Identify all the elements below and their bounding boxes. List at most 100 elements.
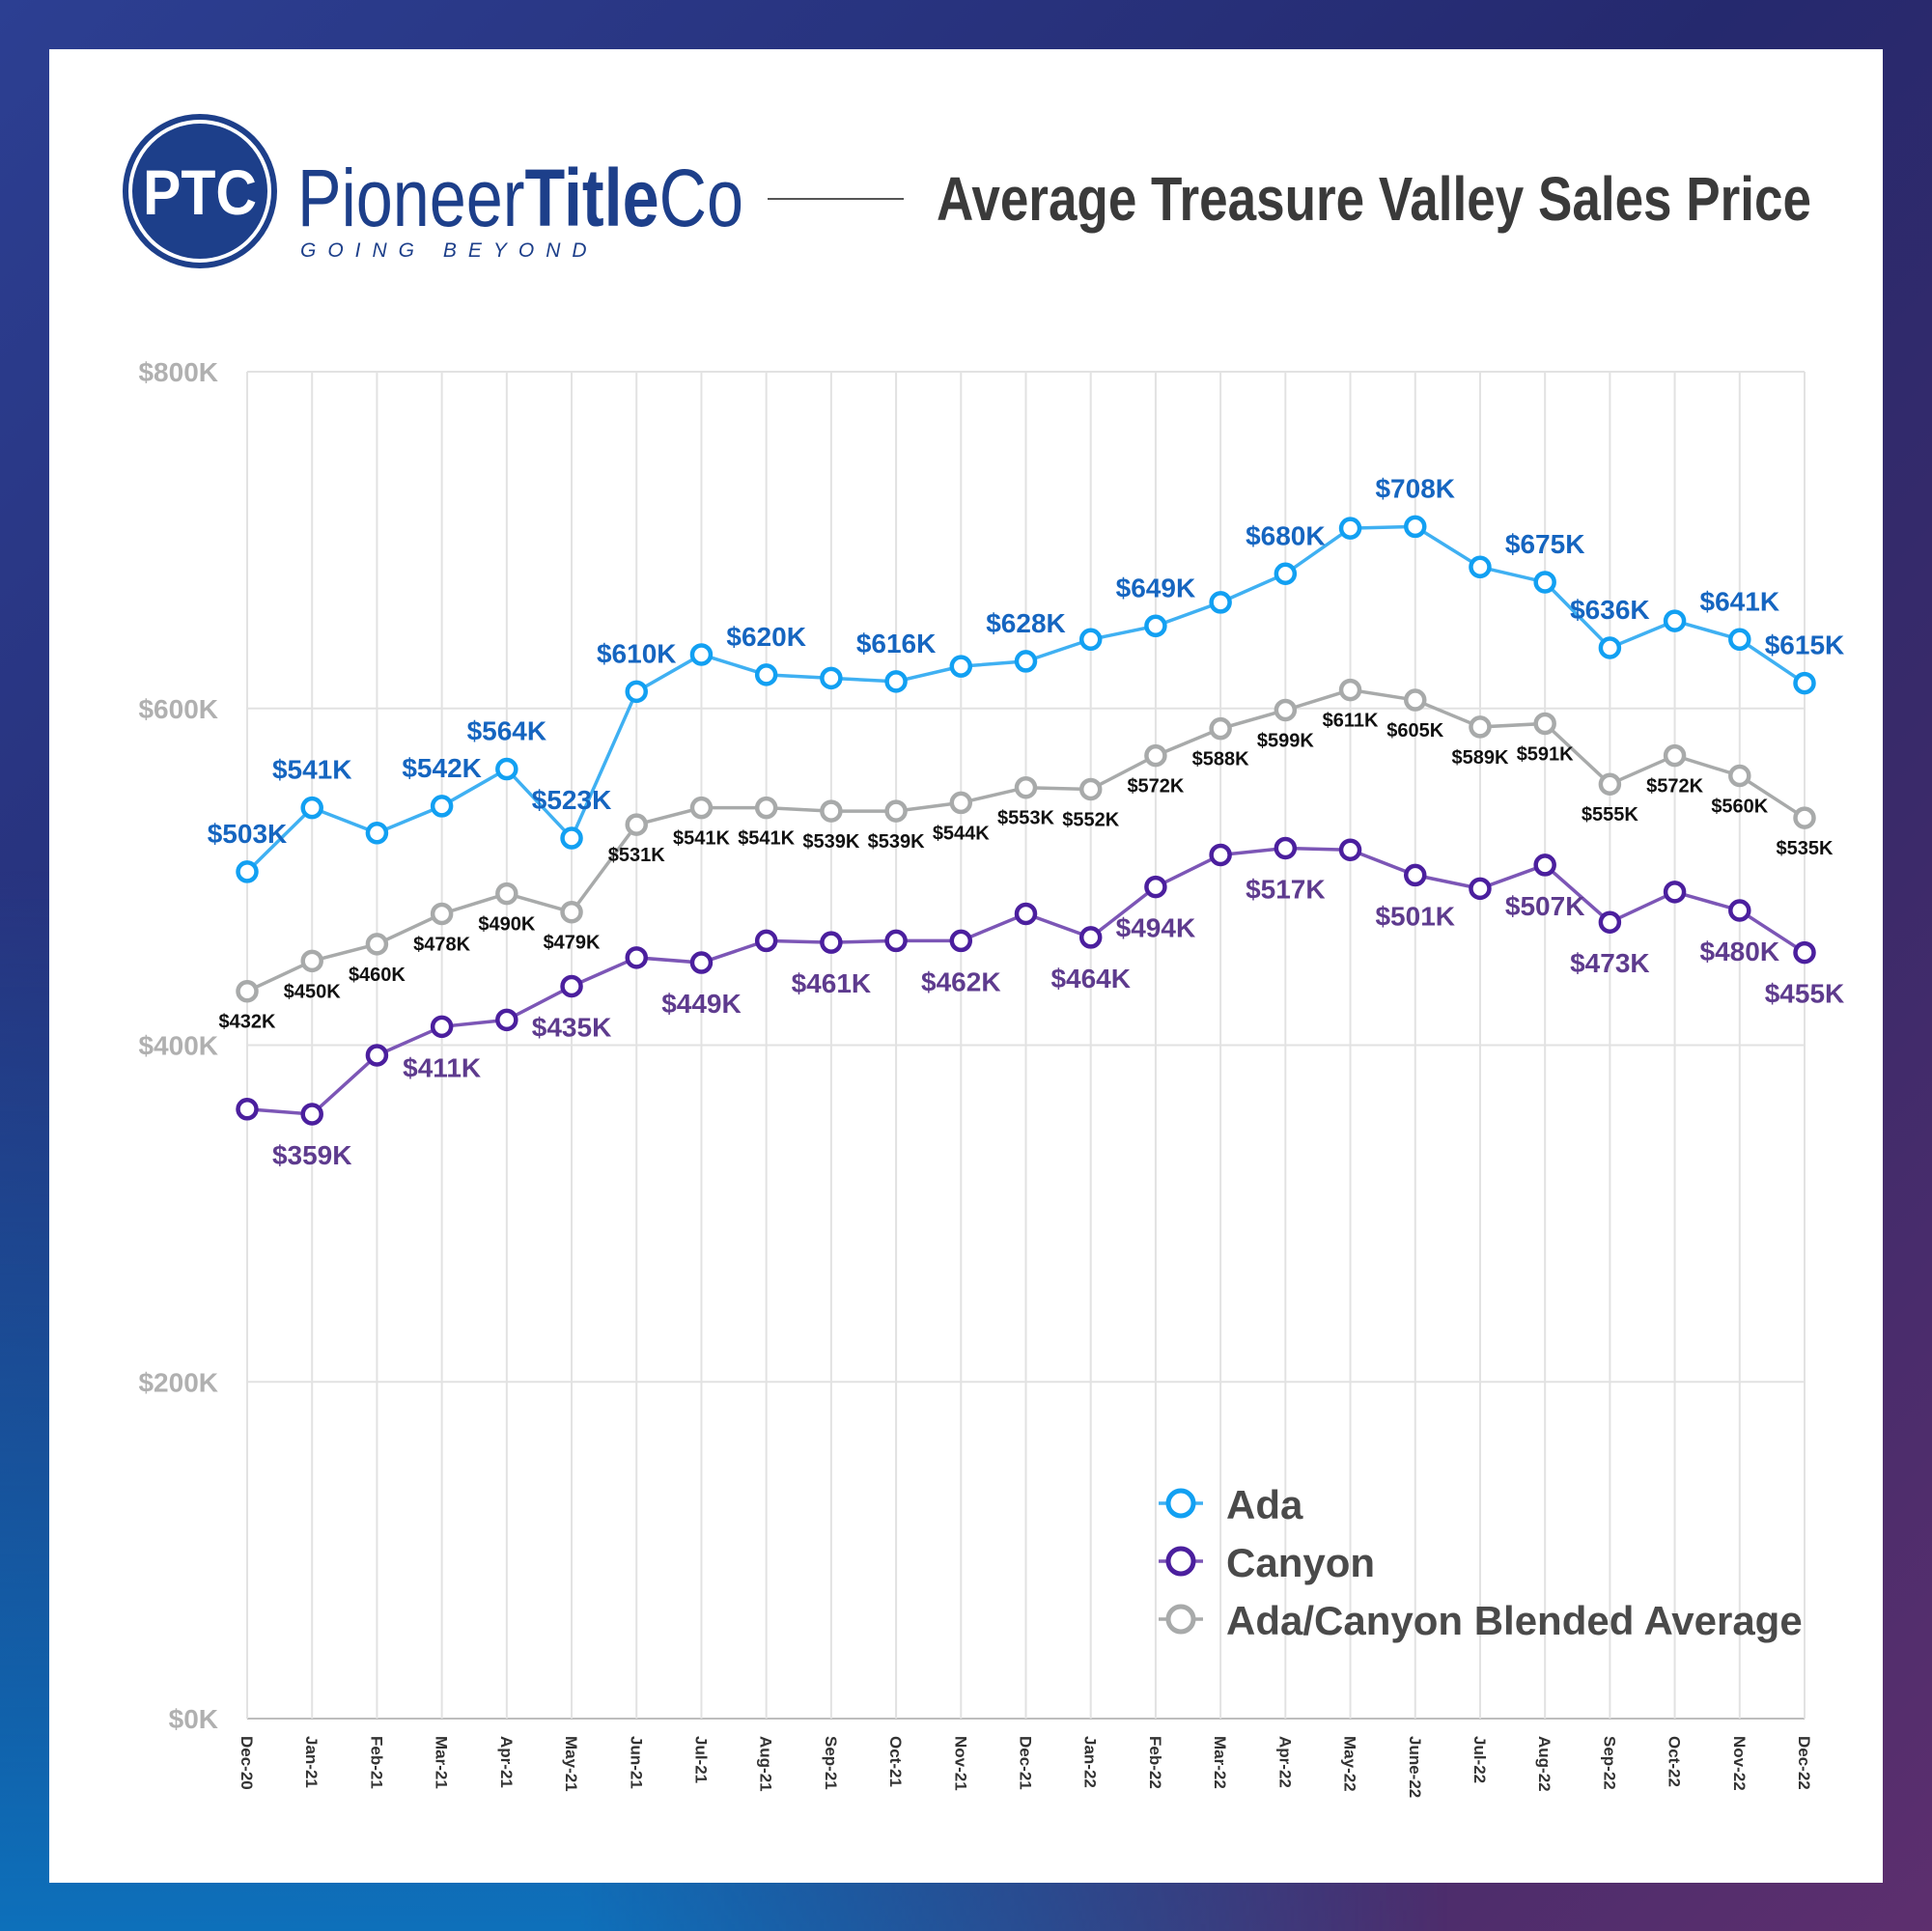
data-point: [365, 822, 389, 845]
legend-label: Ada/Canyon Blended Average: [1226, 1598, 1803, 1643]
x-tick-label: Sep-21: [822, 1736, 840, 1790]
data-point: [300, 949, 323, 973]
data-point: [495, 882, 518, 906]
brand-name-co: Co: [659, 153, 743, 243]
data-label: $560K: [1711, 797, 1768, 818]
data-label: $641K: [1700, 586, 1780, 616]
data-point: [365, 1044, 389, 1067]
x-tick-label: Feb-21: [367, 1736, 385, 1789]
data-point: [949, 929, 973, 953]
data-label: $359K: [272, 1140, 352, 1170]
data-point: [1598, 910, 1622, 934]
data-label: $541K: [673, 828, 730, 850]
data-point: [236, 860, 259, 883]
logo-ring: [128, 120, 271, 263]
data-point: [625, 813, 648, 836]
data-point: [1793, 806, 1816, 829]
data-point: [560, 900, 583, 924]
x-tick-label: May-21: [562, 1736, 580, 1792]
data-label: $461K: [792, 968, 872, 998]
logo-outer-circle: [123, 114, 277, 268]
chart-panel: [49, 49, 1883, 1883]
data-point: [625, 680, 648, 704]
data-point: [1274, 698, 1298, 722]
x-tick-label: Mar-22: [1211, 1736, 1229, 1789]
data-label: $541K: [738, 828, 795, 850]
x-tick-label: Jul-22: [1470, 1736, 1489, 1783]
data-point: [1469, 715, 1492, 739]
x-tick-label: Feb-22: [1146, 1736, 1164, 1789]
data-label: $480K: [1700, 937, 1780, 966]
data-label: $564K: [467, 716, 547, 746]
data-label: $675K: [1505, 529, 1585, 559]
data-point: [236, 1098, 259, 1121]
legend-label: Ada: [1226, 1482, 1303, 1527]
data-label: $435K: [532, 1012, 612, 1042]
data-point: [1078, 628, 1103, 652]
brand-tagline: GOING BEYOND: [300, 239, 599, 262]
y-tick-label: $600K: [138, 694, 218, 724]
data-point: [1274, 836, 1298, 860]
data-point: [689, 643, 714, 666]
brand-name: PioneerTitleCo: [297, 153, 743, 243]
legend-marker-icon: [1165, 1488, 1196, 1519]
data-label: $490K: [478, 914, 535, 936]
legend-item: Canyon: [1159, 1540, 1375, 1585]
data-point: [1663, 609, 1687, 632]
data-point: [1274, 562, 1298, 585]
data-point: [1598, 636, 1622, 659]
data-point: [884, 929, 908, 953]
x-tick-label: Jan-21: [302, 1736, 321, 1788]
x-tick-label: Dec-21: [1017, 1736, 1035, 1790]
data-label: $588K: [1192, 749, 1249, 770]
data-point: [754, 663, 778, 686]
data-point: [1404, 863, 1427, 887]
data-label: $411K: [403, 1052, 481, 1082]
data-label: $460K: [349, 965, 406, 986]
data-label: $449K: [661, 989, 742, 1019]
series-ada: $503K $541K $542K $564K $523K $610K $620K $616K…: [208, 473, 1844, 883]
data-point: [1014, 902, 1038, 926]
data-label: $591K: [1517, 743, 1574, 765]
data-point: [560, 974, 583, 998]
data-label: $636K: [1570, 595, 1650, 625]
data-point: [1078, 926, 1103, 949]
data-label: $517K: [1246, 874, 1326, 904]
data-point: [1144, 743, 1167, 768]
data-point: [430, 795, 454, 818]
data-label: $555K: [1582, 804, 1638, 826]
data-point: [1209, 716, 1232, 741]
data-point: [1338, 838, 1362, 861]
data-label: $616K: [856, 629, 937, 658]
data-label: $503K: [208, 819, 288, 849]
data-label: $478K: [413, 934, 470, 955]
data-point: [949, 655, 973, 678]
data-label: $464K: [1050, 964, 1131, 993]
y-tick-label: $200K: [138, 1367, 218, 1397]
data-label: $501K: [1375, 901, 1455, 931]
data-point: [884, 670, 908, 693]
data-point: [820, 666, 843, 690]
data-point: [1533, 854, 1556, 877]
data-label: $541K: [272, 755, 352, 785]
data-point: [1404, 515, 1427, 539]
ptc-logo: PTC: [123, 114, 277, 268]
x-tick-label: Nov-21: [951, 1736, 969, 1791]
data-label: $553K: [997, 808, 1054, 829]
data-label: $552K: [1062, 809, 1119, 830]
data-point: [1014, 775, 1038, 799]
logo-initials: PTC: [143, 156, 257, 228]
x-tick-label: Oct-22: [1666, 1736, 1684, 1787]
data-point: [820, 799, 843, 823]
x-tick-label: June-22: [1406, 1736, 1424, 1798]
brand-name-title: Title: [524, 153, 658, 243]
data-label: $450K: [284, 981, 341, 1002]
data-point: [365, 933, 389, 956]
data-point: [236, 979, 259, 1003]
data-label: $572K: [1646, 776, 1703, 798]
data-label: $507K: [1505, 891, 1585, 921]
data-label: $572K: [1127, 776, 1184, 798]
data-label: $479K: [544, 933, 601, 954]
y-tick-label: $0K: [169, 1704, 218, 1734]
data-label: $542K: [402, 753, 482, 783]
